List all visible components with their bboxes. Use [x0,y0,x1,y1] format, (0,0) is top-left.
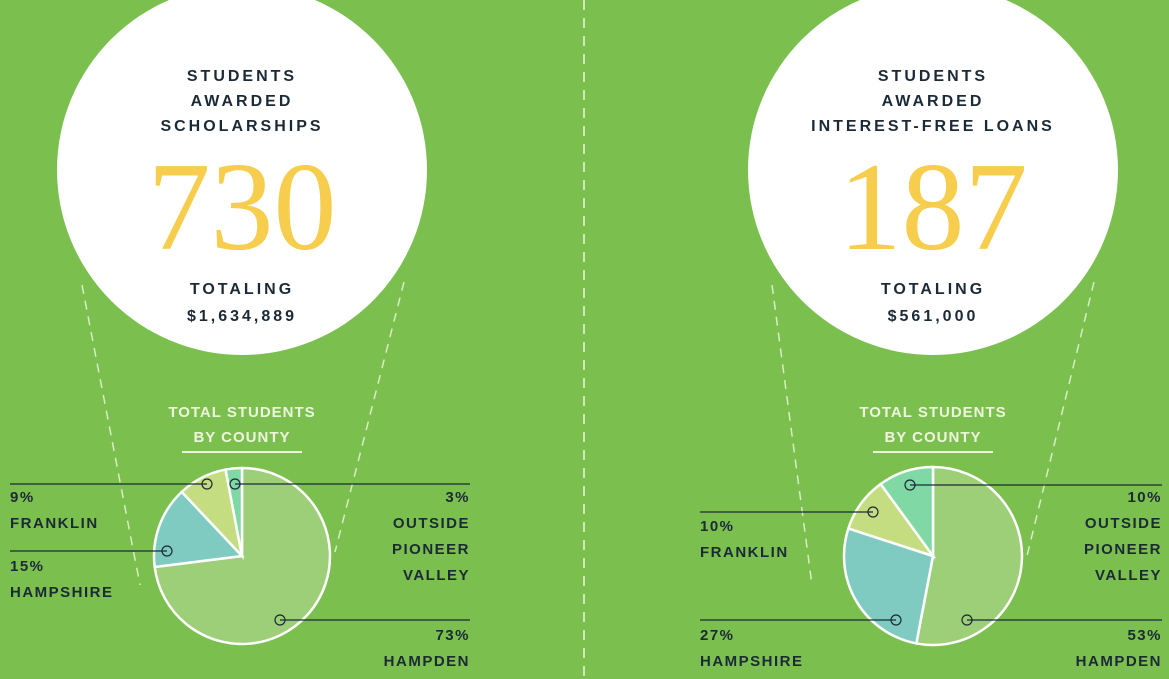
heading-line: INTEREST-FREE LOANS [811,118,1055,135]
category-label: HAMPDEN [1075,653,1162,670]
headline-circle [748,0,1118,355]
value-label: 10% [1127,489,1162,506]
pie-slice [842,526,935,645]
leader-dot [229,478,241,490]
value-label: 15% [10,558,45,575]
category-label: OUTSIDE PIONEER VALLEY [1083,515,1162,584]
count: 187 [838,138,1028,277]
total-caption: TOTALING [189,281,295,298]
leader-dot [904,479,916,491]
value-label: 27% [700,627,735,644]
total: $1,634,889 [186,308,298,325]
count: 730 [147,138,337,277]
category-label: FRANKLIN [10,515,99,532]
pie-slice [152,490,245,569]
value-label: 10% [700,518,735,535]
category-label: HAMPDEN [383,653,470,670]
total-caption: TOTALING [880,281,986,298]
heading-line: AWARDED [190,93,294,110]
heading-line: STUDENTS [877,68,989,85]
value-label: 73% [435,627,470,644]
leader-dot [161,545,173,557]
leader-dot [890,614,902,626]
guide-line [81,284,141,586]
value-label: 9% [10,489,35,506]
value-label: 3% [445,489,470,506]
heading-line: SCHOLARSHIPS [160,118,324,135]
subtitle-line: TOTAL STUDENTS [168,404,316,421]
category-label: HAMPSHIRE [700,653,804,670]
leader-dot [867,506,879,518]
value-label: 53% [1127,627,1162,644]
category-label: OUTSIDE PIONEER VALLEY [391,515,470,584]
leader-dot [274,614,286,626]
pie-slice [224,466,244,557]
category-label: HAMPSHIRE [10,584,114,601]
subtitle-line: BY COUNTY [884,429,982,446]
subtitle-line: BY COUNTY [193,429,291,446]
category-label: FRANKLIN [700,544,789,561]
leader-dot [201,478,213,490]
guide-line [771,284,813,586]
guide-line [334,281,405,553]
pie-slice [878,465,935,560]
heading-line: STUDENTS [186,68,298,85]
headline-circle [57,0,427,355]
leader-dot [961,614,973,626]
subtitle-line: TOTAL STUDENTS [859,404,1007,421]
heading-line: AWARDED [881,93,985,110]
pie-slice [914,465,1024,647]
total: $561,000 [887,308,979,325]
